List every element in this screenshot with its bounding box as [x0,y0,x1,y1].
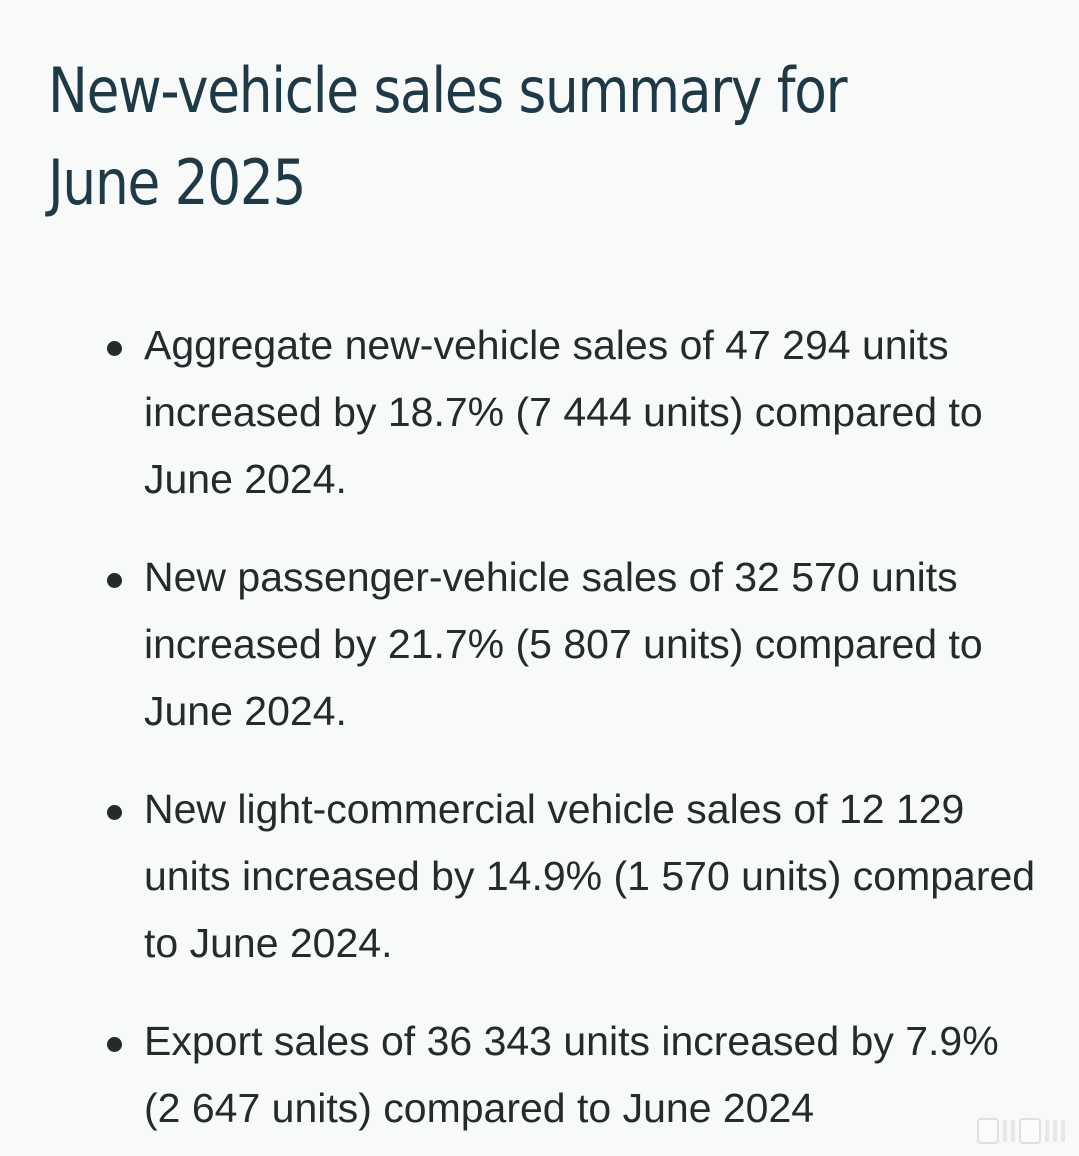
list-item: New passenger-vehicle sales of 32 570 un… [0,544,1079,745]
bullet-icon [107,341,122,356]
list-item-text: New passenger-vehicle sales of 32 570 un… [144,554,983,734]
list-item-text: Export sales of 36 343 units increased b… [144,1018,999,1131]
watermark-bar-icon [1011,1120,1015,1142]
page-title: New-vehicle sales summary for June 2025 [48,45,994,229]
watermark-bar-icon [1061,1120,1065,1142]
list-item: Export sales of 36 343 units increased b… [0,1008,1079,1142]
list-item-text: Aggregate new-vehicle sales of 47 294 un… [144,322,983,502]
bullet-icon [107,573,122,588]
watermark-box-icon [1019,1118,1041,1144]
list-item: New light-commercial vehicle sales of 12… [0,776,1079,977]
bullet-icon [107,805,122,820]
list-item-text: New light-commercial vehicle sales of 12… [144,786,1036,966]
watermark-icon [865,1116,1065,1146]
watermark-bar-icon [1003,1120,1007,1142]
bullet-icon [107,1037,122,1052]
watermark-bar-icon [1045,1120,1049,1142]
watermark-box-icon [977,1118,999,1144]
title-line-2: June 2025 [48,146,306,219]
watermark-bar-icon [1053,1120,1057,1142]
title-line-1: New-vehicle sales summary for [48,54,848,127]
summary-list: Aggregate new-vehicle sales of 47 294 un… [0,312,1079,1156]
list-item: Aggregate new-vehicle sales of 47 294 un… [0,312,1079,513]
